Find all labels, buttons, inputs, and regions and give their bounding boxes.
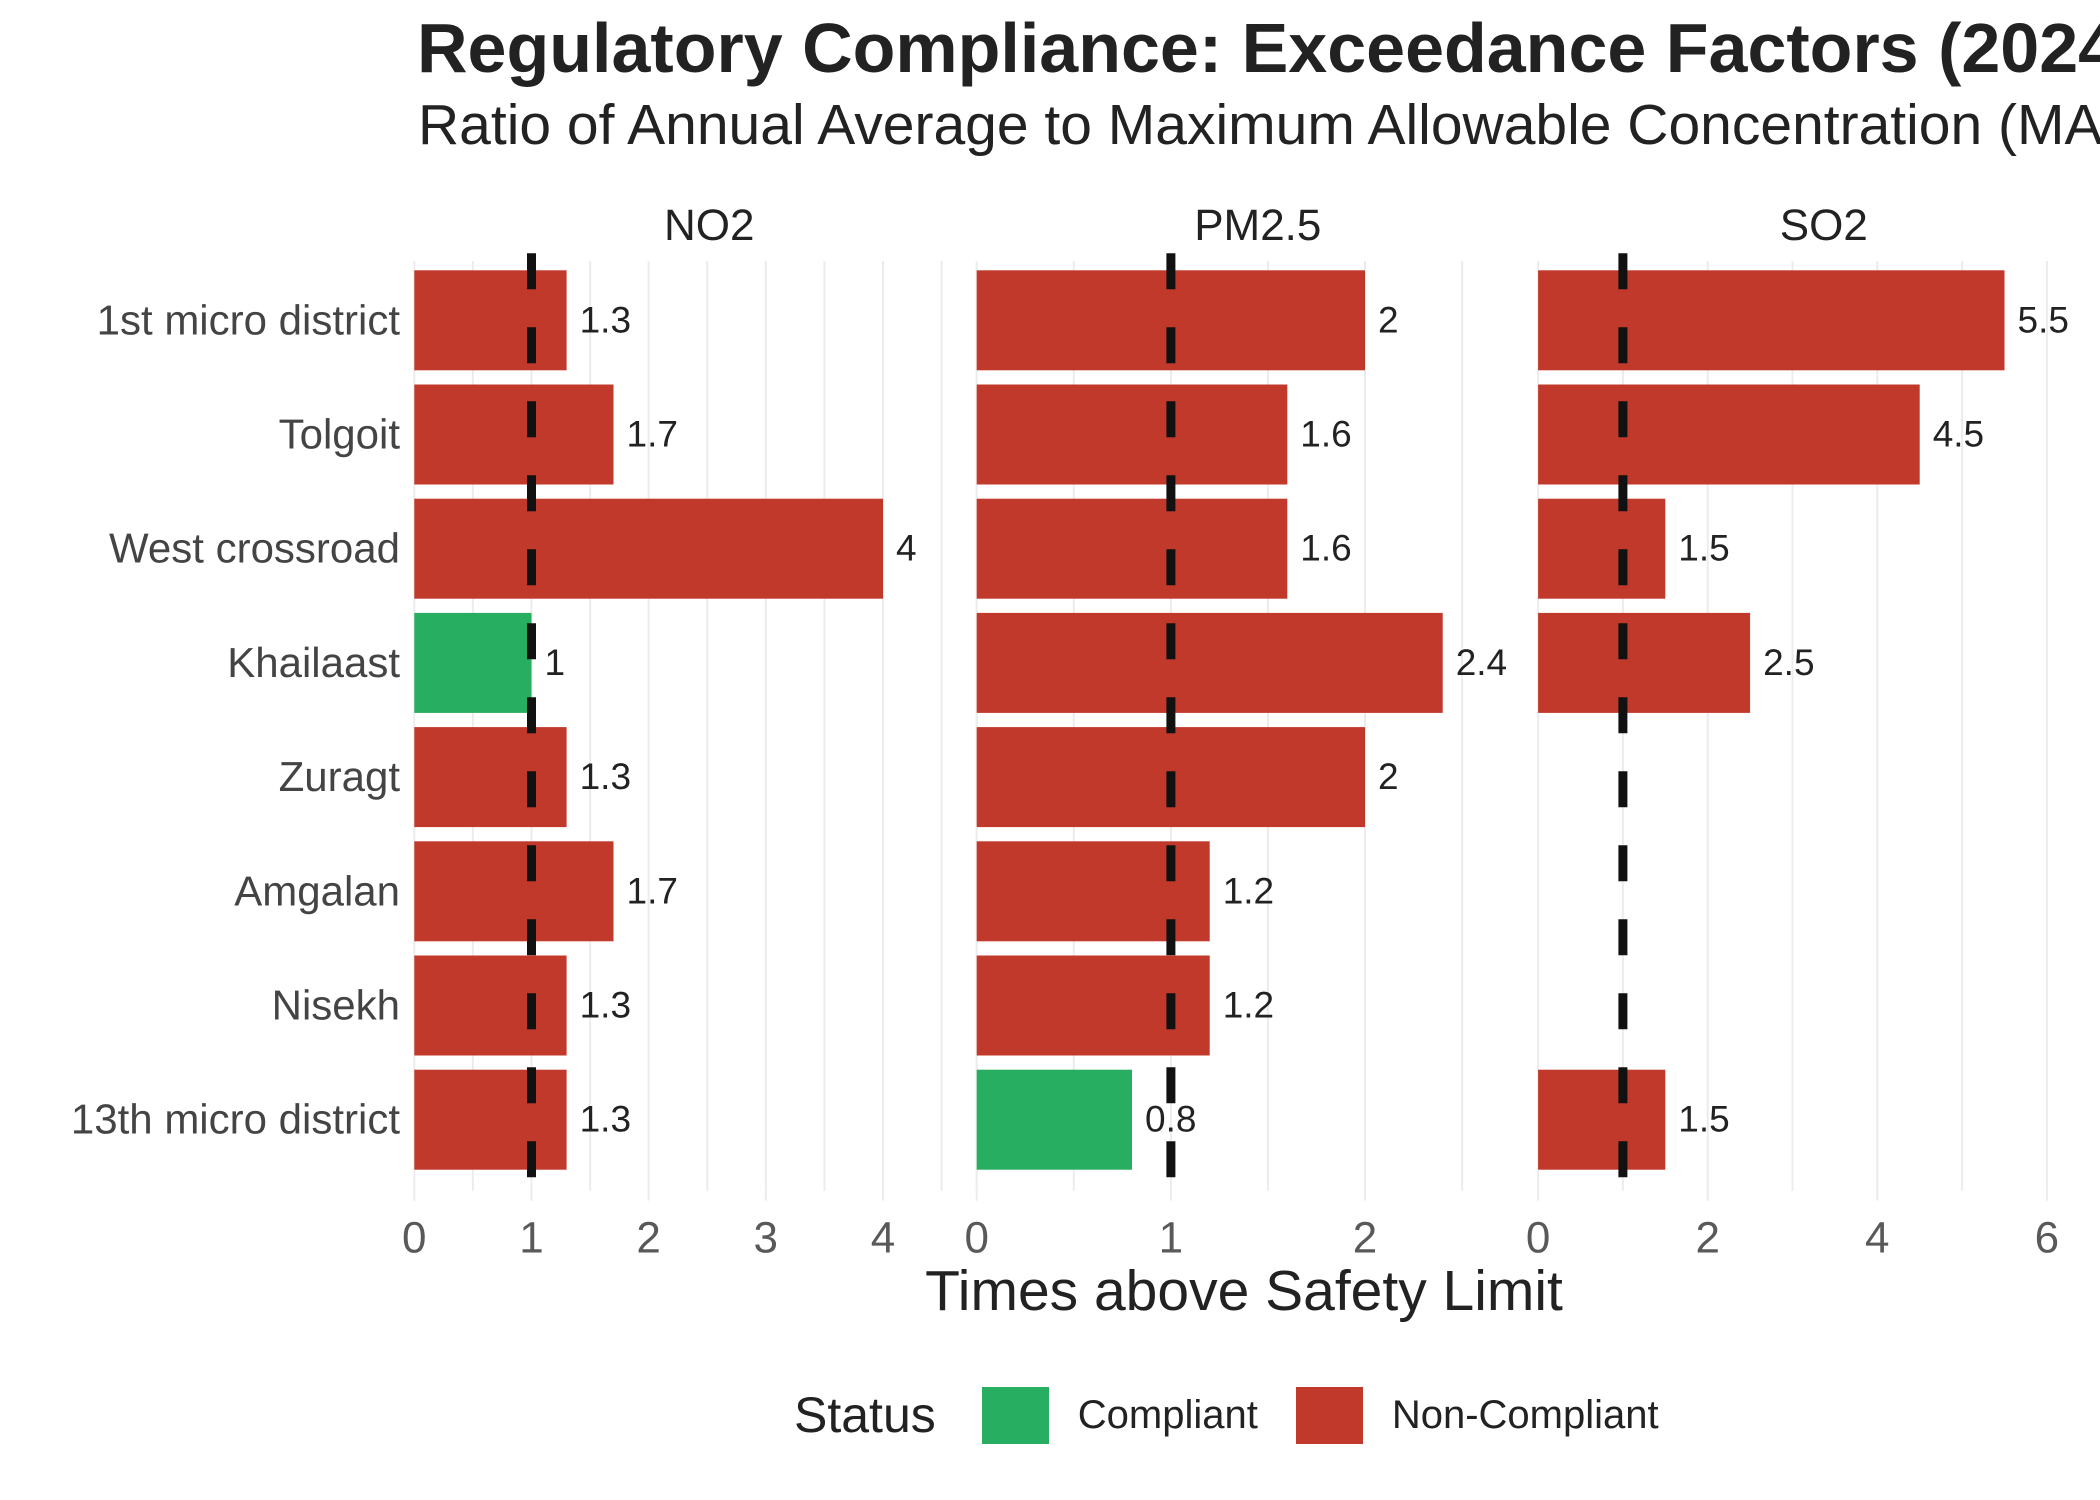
svg-text:0.8: 0.8 [1145, 1099, 1196, 1140]
svg-text:1.2: 1.2 [1223, 985, 1274, 1026]
svg-text:West crossroad: West crossroad [109, 525, 400, 572]
svg-text:1.3: 1.3 [580, 299, 631, 340]
svg-text:6: 6 [2035, 1214, 2059, 1263]
svg-text:2: 2 [1353, 1214, 1377, 1263]
svg-text:1.6: 1.6 [1300, 414, 1351, 455]
svg-text:2.4: 2.4 [1456, 642, 1507, 683]
svg-text:Khailaast: Khailaast [227, 639, 400, 686]
svg-text:SO2: SO2 [1780, 201, 1868, 250]
svg-text:1.5: 1.5 [1678, 528, 1729, 569]
svg-text:Zuragt: Zuragt [279, 753, 401, 800]
svg-text:1: 1 [519, 1214, 543, 1263]
svg-text:4: 4 [871, 1214, 895, 1263]
svg-text:2.5: 2.5 [1763, 642, 1814, 683]
svg-text:2: 2 [636, 1214, 660, 1263]
svg-text:1.3: 1.3 [580, 985, 631, 1026]
svg-text:1: 1 [1159, 1214, 1183, 1263]
svg-text:1.7: 1.7 [627, 870, 678, 911]
svg-text:Amgalan: Amgalan [234, 867, 400, 914]
svg-text:1st micro district: 1st micro district [97, 296, 401, 343]
svg-text:1.2: 1.2 [1223, 870, 1274, 911]
svg-text:0: 0 [964, 1214, 988, 1263]
svg-text:4: 4 [1865, 1214, 1889, 1263]
svg-text:1.3: 1.3 [580, 756, 631, 797]
svg-text:Tolgoit: Tolgoit [279, 411, 401, 458]
svg-text:1.3: 1.3 [580, 1099, 631, 1140]
svg-text:0: 0 [402, 1214, 426, 1263]
svg-text:NO2: NO2 [664, 201, 754, 250]
svg-text:1.6: 1.6 [1300, 528, 1351, 569]
svg-text:2: 2 [1378, 299, 1399, 340]
svg-text:0: 0 [1526, 1214, 1550, 1263]
svg-text:2: 2 [1378, 756, 1399, 797]
svg-text:Nisekh: Nisekh [272, 982, 400, 1029]
svg-text:4: 4 [896, 528, 917, 569]
svg-text:3: 3 [754, 1214, 778, 1263]
svg-text:5.5: 5.5 [2018, 299, 2069, 340]
svg-text:1.7: 1.7 [627, 414, 678, 455]
svg-text:1: 1 [545, 642, 566, 683]
svg-text:13th micro district: 13th micro district [71, 1096, 400, 1143]
svg-text:PM2.5: PM2.5 [1194, 201, 1321, 250]
svg-text:2: 2 [1695, 1214, 1719, 1263]
svg-text:4.5: 4.5 [1933, 414, 1984, 455]
svg-text:1.5: 1.5 [1678, 1099, 1729, 1140]
